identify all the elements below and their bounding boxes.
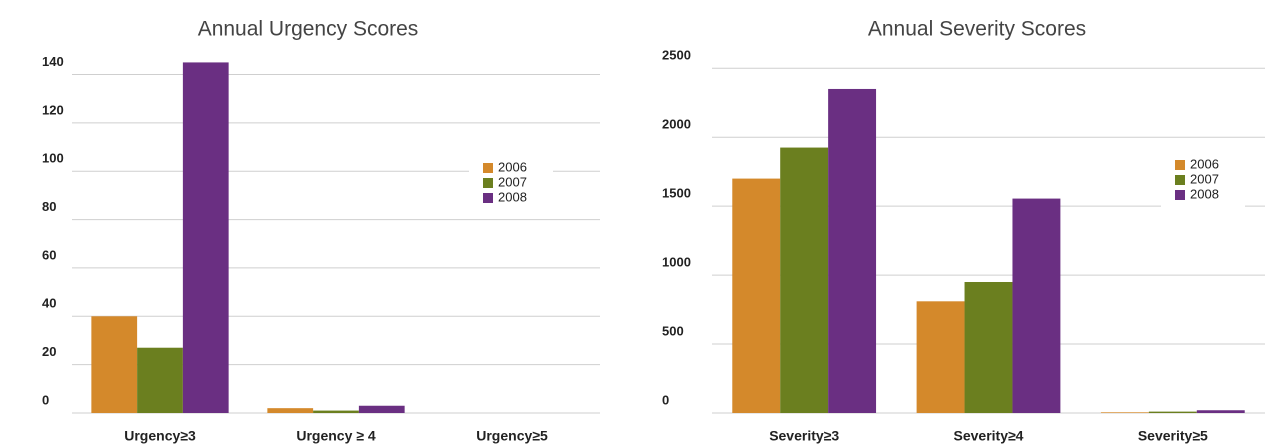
y-tick-label: 0: [662, 392, 669, 407]
y-tick-label: 60: [42, 247, 56, 262]
y-tick-label: 140: [42, 54, 64, 69]
legend-label: 2007: [1190, 171, 1219, 186]
bar: [182, 62, 229, 413]
bar: [358, 405, 405, 413]
bar: [313, 410, 359, 413]
y-tick-label: 2500: [662, 48, 691, 63]
y-tick-label: 80: [42, 199, 56, 214]
bar: [1196, 410, 1245, 413]
legend-swatch: [483, 178, 493, 188]
y-tick-label: 500: [662, 323, 684, 338]
legend-swatch: [483, 163, 493, 173]
legend-label: 2006: [1190, 156, 1219, 171]
bar: [780, 147, 829, 413]
legend-label: 2006: [498, 159, 527, 174]
chart-title: Annual Urgency Scores: [198, 18, 419, 41]
bar: [137, 347, 183, 413]
legend-label: 2008: [498, 189, 527, 204]
y-tick-label: 0: [42, 392, 49, 407]
legend-swatch: [1175, 175, 1185, 185]
bar: [1100, 412, 1149, 413]
y-tick-label: 1500: [662, 186, 691, 201]
bar: [916, 301, 965, 413]
x-tick-label: Urgency ≥ 4: [296, 428, 375, 444]
x-tick-label: Severity≥4: [954, 428, 1024, 444]
x-tick-label: Urgency≥5: [476, 428, 548, 444]
legend-swatch: [1175, 160, 1185, 170]
bar: [267, 408, 314, 413]
y-tick-label: 100: [42, 151, 64, 166]
y-tick-label: 1000: [662, 255, 691, 270]
y-tick-label: 40: [42, 296, 56, 311]
bar: [91, 316, 138, 413]
bar: [828, 88, 877, 413]
y-tick-label: 20: [42, 344, 56, 359]
legend-swatch: [483, 193, 493, 203]
legend-label: 2008: [1190, 186, 1219, 201]
bar: [732, 178, 781, 413]
chart-title: Annual Severity Scores: [868, 18, 1086, 41]
x-tick-label: Severity≥5: [1138, 428, 1208, 444]
bar: [1148, 411, 1197, 413]
legend-swatch: [1175, 190, 1185, 200]
bar: [1012, 198, 1061, 413]
legend-label: 2007: [498, 174, 527, 189]
x-tick-label: Severity≥3: [769, 428, 839, 444]
x-tick-label: Urgency≥3: [124, 428, 196, 444]
y-tick-label: 2000: [662, 117, 691, 132]
bar: [964, 282, 1013, 413]
y-tick-label: 120: [42, 102, 64, 117]
